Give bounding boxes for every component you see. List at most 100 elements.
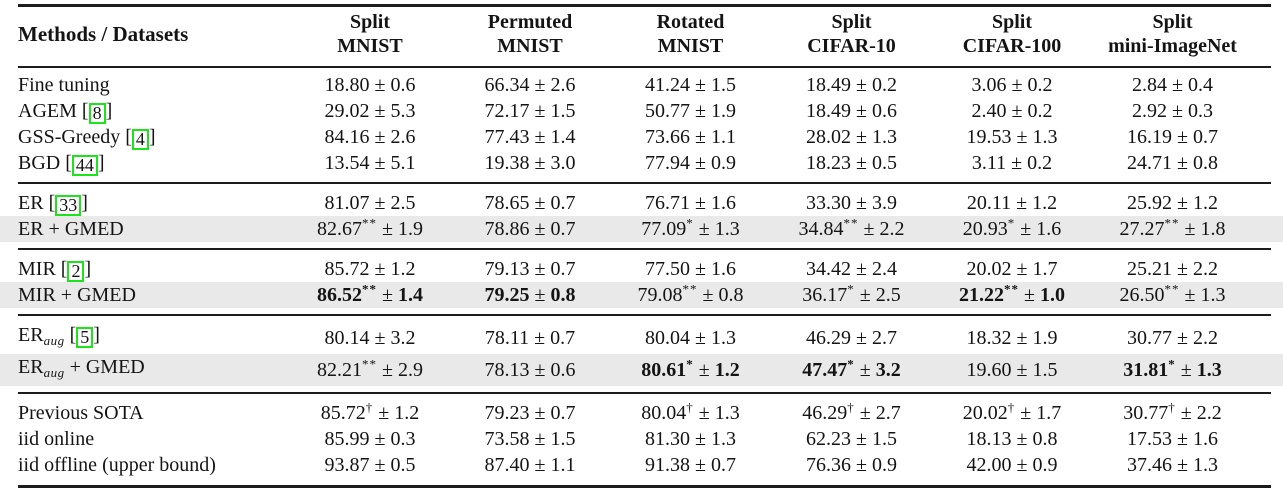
std-dev: 2.7 [871,327,897,349]
plus-minus: ± [1172,192,1193,214]
plus-minus: ± [854,284,876,306]
value-cell: 18.32 ± 1.9 [932,322,1092,354]
value: 2.84 [1132,74,1167,96]
value: 18.80 [324,74,370,96]
plus-minus: ± [529,74,551,96]
row-filler [1253,282,1283,308]
value: 18.13 [966,428,1012,450]
value: 72.17 [484,100,530,122]
std-dev: 0.9 [871,454,897,476]
citation-link[interactable]: 44 [71,155,98,176]
value-cell: 91.38 ± 0.7 [610,452,771,478]
value: 78.11 [484,327,530,349]
significance-mark: ** [362,356,377,372]
value-cell: 24.71 ± 0.8 [1092,150,1253,176]
significance-mark: † [847,399,855,415]
plus-minus: ± [369,126,391,148]
value: 34.84 [798,218,844,240]
value: 17.53 [1127,428,1172,450]
value-cell: 41.24 ± 1.5 [610,72,771,98]
std-dev: 1.4 [397,284,423,306]
separator-rule-line [18,182,1271,184]
paper-results-table: Methods / Datasets Split MNIST Permuted … [0,4,1283,488]
value-cell: 18.49 ± 0.6 [771,98,932,124]
value: 19.38 [484,152,530,174]
value-cell: 66.34 ± 2.6 [450,72,610,98]
separator-rule-line [18,248,1271,250]
top-rule-line [18,4,1271,7]
value: 24.71 [1127,152,1172,174]
std-dev: 2.2 [879,218,905,240]
std-dev: 0.7 [550,258,576,280]
separator-cell [0,242,1283,256]
std-dev: 1.8 [1200,218,1226,240]
citation-link[interactable]: 2 [67,261,85,282]
plus-minus: ± [1172,152,1193,174]
std-dev: 2.5 [390,192,416,214]
significance-mark: ** [1164,215,1180,231]
std-dev: 0.3 [1187,100,1213,122]
plus-minus: ± [1175,359,1197,381]
value-cell: 3.11 ± 0.2 [932,150,1092,176]
value: 30.77 [1123,402,1169,424]
value: 13.54 [324,152,370,174]
value: 80.61 [641,359,687,381]
value-cell: 2.92 ± 0.3 [1092,98,1253,124]
plus-minus: ± [377,284,398,306]
value: 73.58 [484,428,530,450]
std-dev: 0.9 [1032,454,1058,476]
significance-mark: * [686,215,694,231]
std-dev: 2.4 [871,258,897,280]
citation-link[interactable]: 4 [131,129,149,150]
plus-minus: ± [1006,74,1028,96]
plus-minus: ± [1172,258,1193,280]
value: 66.34 [484,74,530,96]
citation-link[interactable]: 8 [88,103,106,124]
significance-mark: † [365,399,374,415]
column-header-split-cifar100: Split CIFAR-100 [962,10,1062,57]
table-row: iid offline (upper bound) 93.87 ± 0.5 87.4… [0,452,1283,478]
std-dev: 1.3 [1192,454,1218,476]
value-cell: 34.84** ± 2.2 [771,216,932,242]
table-row: ER + GMED 82.67** ± 1.9 78.86 ± 0.7 77.09* … [0,216,1283,242]
citation-link[interactable]: 33 [55,195,82,216]
std-dev: 1.5 [871,428,897,450]
plus-minus: ± [529,218,551,240]
value: 84.16 [324,126,370,148]
std-dev: 1.1 [710,126,736,148]
plus-minus: ± [529,126,551,148]
std-dev: 1.3 [1032,126,1058,148]
std-dev: 0.7 [1192,126,1218,148]
std-dev: 0.7 [710,454,736,476]
value: 86.52 [317,284,362,306]
plus-minus: ± [851,100,872,122]
value-cell: 85.99 ± 0.3 [290,426,450,452]
value-cell: 16.19 ± 0.7 [1092,124,1253,150]
value: 27.27 [1119,218,1165,240]
plus-minus: ± [1167,100,1188,122]
plus-minus: ± [858,218,880,240]
value-cell: 3.06 ± 0.2 [932,72,1092,98]
row-filler [1253,124,1283,150]
table-row: GSS-Greedy [4] 84.16 ± 2.6 77.43 ± 1.4 73.6… [0,124,1283,150]
significance-mark: * [1007,215,1016,231]
citation-link[interactable]: 5 [76,327,94,348]
value: 50.77 [645,100,690,122]
method-name: MIR [18,258,56,280]
significance-mark: * [847,281,855,297]
value: 19.53 [966,126,1012,148]
method-subscript: aug [43,333,65,348]
value-cell: 36.17* ± 2.5 [771,282,932,308]
method-name: GSS-Greedy [18,126,121,148]
value-cell: 79.08** ± 0.8 [610,282,771,308]
value-cell: 62.23 ± 1.5 [771,426,932,452]
value: 79.08 [637,284,683,306]
value-cell: 17.53 ± 1.6 [1092,426,1253,452]
column-header-permuted-mnist: Permuted MNIST [487,10,573,57]
column-header-rotated-mnist: Rotated MNIST [656,10,725,57]
value-cell: 30.77 ± 2.2 [1092,322,1253,354]
std-dev: 0.7 [550,402,576,424]
value-cell: 78.13 ± 0.6 [450,354,610,386]
table-row: BGD [44] 13.54 ± 5.1 19.38 ± 3.0 77.94 ± 0.… [0,150,1283,176]
